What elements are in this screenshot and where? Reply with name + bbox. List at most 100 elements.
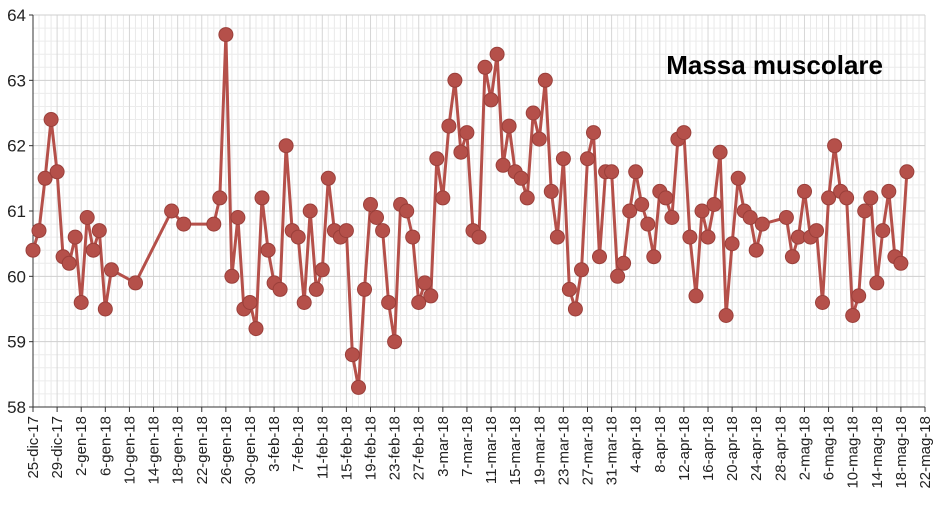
data-point: [875, 223, 891, 239]
data-point: [784, 249, 800, 265]
data-point: [682, 229, 698, 245]
data-point: [85, 242, 101, 258]
y-tick-label: 59: [7, 333, 26, 352]
data-point: [525, 105, 541, 121]
x-tick-label: 6-gen-18: [97, 416, 114, 476]
x-tick-label: 14-mag-18: [869, 416, 886, 489]
data-point: [501, 118, 517, 134]
x-tick-label: 12-apr-18: [676, 416, 693, 481]
x-tick-label: 31-mar-18: [604, 416, 621, 485]
x-tick-label: 28-apr-18: [772, 416, 789, 481]
data-point: [851, 288, 867, 304]
data-point: [555, 151, 571, 167]
data-point: [821, 190, 837, 206]
data-point: [869, 275, 885, 291]
x-tick-label: 25-dic-17: [25, 416, 42, 479]
x-tick-label: 7-mar-18: [459, 416, 476, 477]
data-point: [893, 255, 909, 271]
x-tick-label: 10-mag-18: [845, 416, 862, 489]
data-point: [296, 295, 312, 310]
data-point: [357, 281, 372, 297]
x-tick-label: 19-feb-18: [363, 416, 380, 480]
data-point: [164, 203, 180, 219]
x-tick-label: 23-mar-18: [555, 416, 572, 485]
data-point: [128, 275, 143, 291]
data-point: [592, 249, 607, 265]
data-point: [230, 210, 246, 225]
data-point: [513, 170, 529, 186]
data-point: [417, 275, 433, 291]
data-point: [176, 216, 192, 232]
x-tick-label: 8-apr-18: [652, 416, 669, 473]
x-tick-label: 23-feb-18: [387, 416, 404, 480]
data-point: [586, 125, 601, 141]
data-point: [742, 210, 758, 225]
data-point: [381, 295, 397, 310]
data-point: [351, 379, 366, 395]
y-tick-label: 64: [7, 6, 26, 25]
data-point: [580, 151, 595, 167]
data-point: [254, 190, 270, 206]
data-point: [706, 197, 722, 212]
data-point: [809, 223, 824, 239]
data-point: [604, 164, 620, 180]
x-tick-label: 19-mar-18: [531, 416, 548, 485]
data-point: [363, 197, 378, 212]
data-point: [477, 59, 493, 75]
data-point: [308, 281, 324, 297]
data-point: [411, 295, 427, 310]
data-point: [724, 236, 740, 252]
x-tick-label: 24-apr-18: [748, 416, 765, 481]
data-point: [320, 170, 336, 186]
x-tick-label: 6-mag-18: [821, 416, 838, 480]
data-point: [543, 183, 559, 199]
x-tick-label: 2-mag-18: [796, 416, 813, 480]
x-tick-label: 22-mag-18: [917, 416, 934, 489]
data-point: [25, 242, 41, 258]
x-tick-label: 7-feb-18: [290, 416, 307, 472]
x-tick-label: 14-gen-18: [146, 416, 163, 484]
data-point: [79, 210, 95, 225]
data-point: [49, 164, 65, 180]
data-point: [881, 183, 897, 199]
data-point: [224, 268, 240, 284]
data-point: [845, 308, 861, 323]
data-point: [272, 281, 288, 297]
data-point: [537, 72, 553, 88]
data-point: [31, 223, 47, 239]
data-point: [827, 138, 843, 154]
data-point: [700, 229, 716, 245]
data-point: [531, 131, 547, 147]
data-point: [754, 216, 770, 232]
data-point: [447, 72, 463, 88]
x-tick-label: 11-mar-18: [483, 416, 500, 484]
x-tick-label: 20-apr-18: [724, 416, 741, 481]
series-layer: [25, 27, 915, 395]
data-point: [67, 229, 83, 245]
data-point: [634, 197, 650, 212]
data-point: [616, 255, 632, 271]
data-point: [206, 216, 222, 232]
data-point: [549, 229, 565, 245]
data-point: [278, 138, 294, 154]
data-point: [43, 112, 59, 127]
x-tick-label: 10-gen-18: [121, 416, 138, 484]
data-point: [405, 229, 421, 245]
data-point: [453, 144, 469, 160]
data-point: [91, 223, 107, 239]
x-tick-label: 3-feb-18: [266, 416, 283, 472]
x-tick-label: 27-feb-18: [411, 416, 428, 480]
data-point: [369, 210, 384, 225]
data-point: [260, 242, 276, 258]
data-point: [519, 190, 535, 206]
data-point: [441, 118, 457, 134]
x-tick-label: 30-gen-18: [242, 416, 259, 484]
data-point: [899, 164, 915, 180]
data-point: [694, 203, 710, 219]
data-point: [712, 144, 728, 160]
data-point: [344, 347, 360, 363]
x-tick-label: 18-mag-18: [893, 416, 910, 489]
x-tick-label: 15-feb-18: [338, 416, 355, 480]
data-point: [314, 262, 330, 278]
data-point: [574, 262, 589, 278]
